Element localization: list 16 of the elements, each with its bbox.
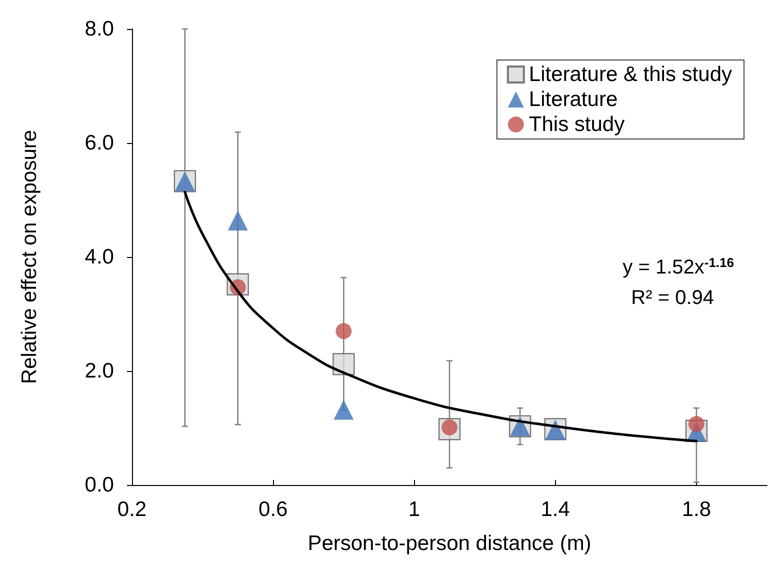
x-tick-label: 0.2 bbox=[117, 498, 147, 521]
y-tick-label: 0.0 bbox=[84, 474, 114, 496]
y-tick-label: 4.0 bbox=[84, 246, 114, 268]
y-axis-title: Relative effect on exposure bbox=[18, 130, 41, 384]
y-tick-label: 2.0 bbox=[84, 360, 114, 382]
legend-label: This study bbox=[528, 113, 626, 136]
x-tick-label: 1 bbox=[408, 498, 420, 521]
y-tick-label: 6.0 bbox=[84, 132, 114, 154]
x-axis-title: Person-to-person distance (m) bbox=[308, 532, 592, 555]
x-tick-label: 1.8 bbox=[682, 498, 712, 521]
y-tick-label: 8.0 bbox=[84, 18, 114, 40]
x-tick-label: 0.6 bbox=[258, 498, 288, 521]
annotation: R² = 0.94 bbox=[631, 287, 714, 309]
legend-label: Literature & this study bbox=[528, 63, 732, 86]
legend-label: Literature bbox=[528, 88, 618, 111]
x-tick-label: 1.4 bbox=[540, 498, 570, 521]
